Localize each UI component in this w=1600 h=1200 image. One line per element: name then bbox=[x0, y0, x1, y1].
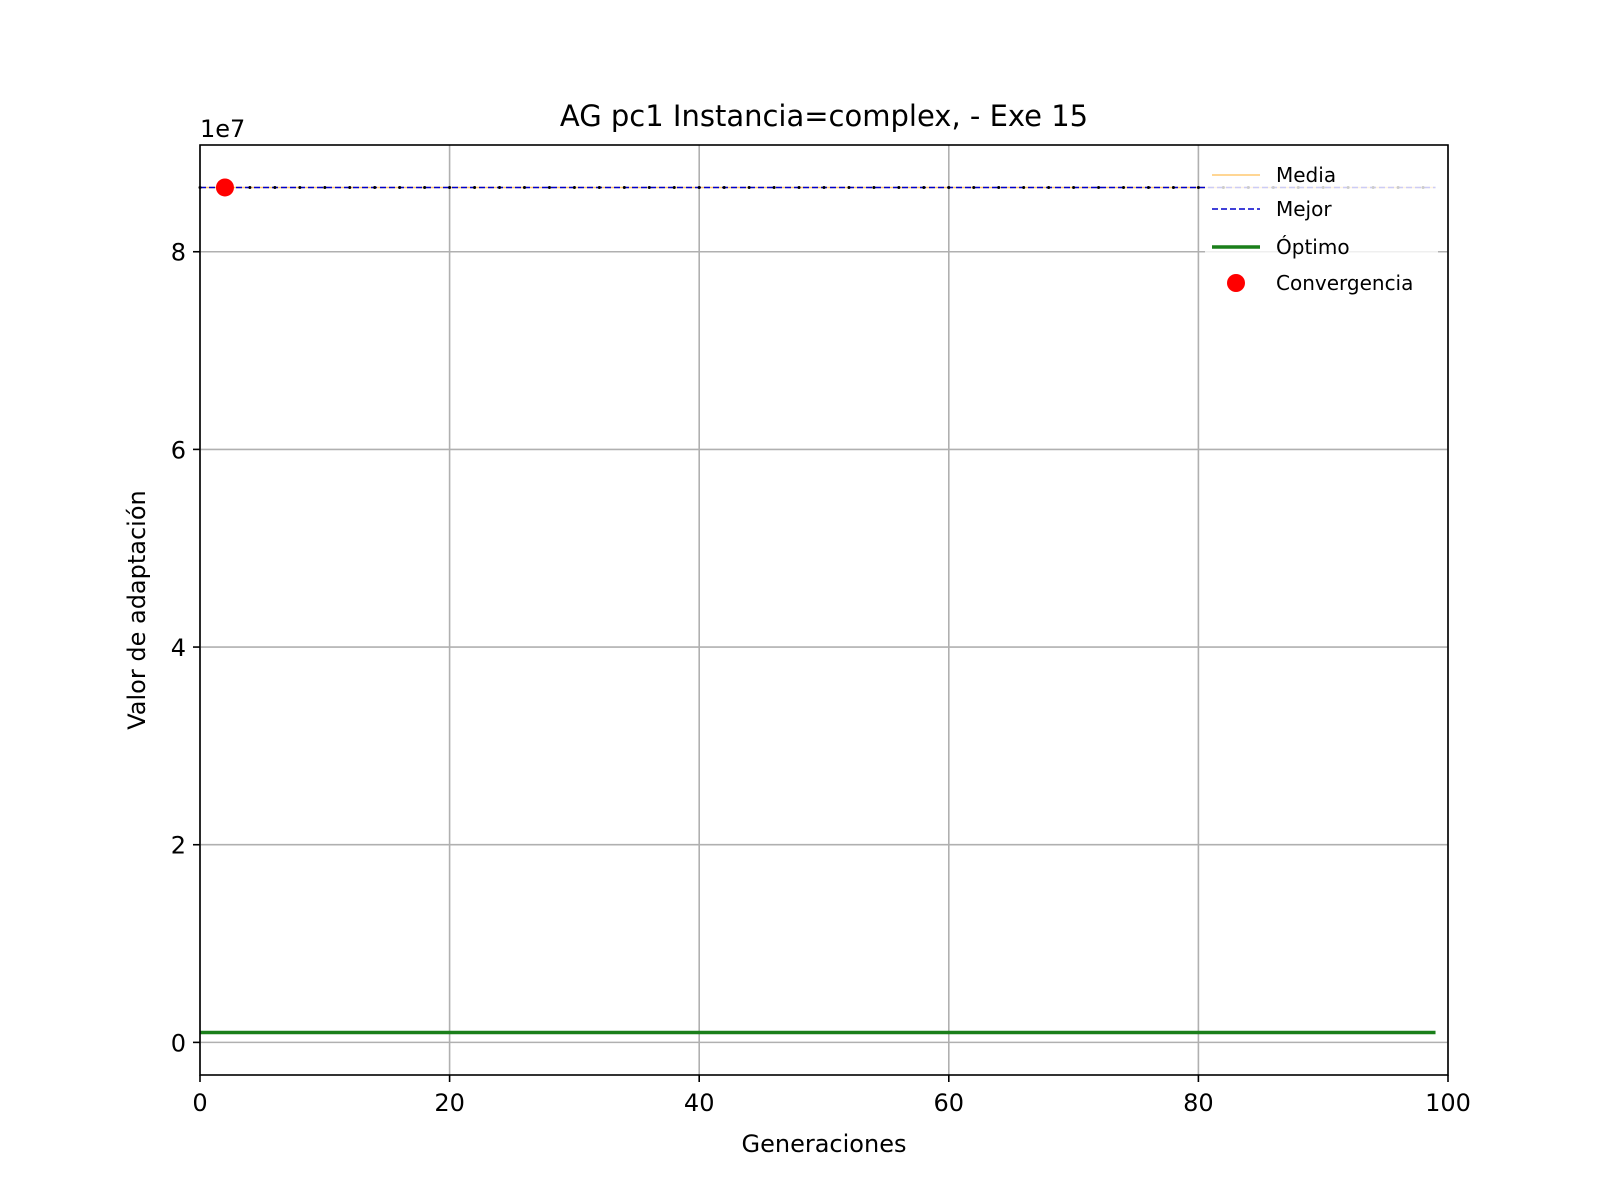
series-point-mejor bbox=[1171, 185, 1175, 189]
convergence-point bbox=[215, 178, 234, 197]
chart-title: AG pc1 Instancia=complex, - Exe 15 bbox=[560, 99, 1088, 133]
y-tick-label: 2 bbox=[171, 832, 186, 860]
y-tick-label: 4 bbox=[171, 634, 186, 662]
series-point-mejor bbox=[822, 185, 826, 189]
series-point-mejor bbox=[972, 185, 976, 189]
y-axis-label: Valor de adaptación bbox=[123, 490, 151, 730]
x-tick-label: 0 bbox=[192, 1089, 207, 1117]
legend-label: Convergencia bbox=[1276, 271, 1413, 295]
series-point-mejor bbox=[597, 185, 601, 189]
legend-label: Media bbox=[1276, 163, 1336, 187]
y-axis-offset-label: 1e7 bbox=[200, 115, 245, 143]
series-point-mejor bbox=[697, 185, 701, 189]
series-point-mejor bbox=[1022, 185, 1026, 189]
series-point-mejor bbox=[323, 185, 327, 189]
legend-box bbox=[1205, 155, 1438, 300]
series-point-mejor bbox=[273, 185, 277, 189]
x-tick-label: 100 bbox=[1425, 1089, 1471, 1117]
series-point-mejor bbox=[448, 185, 452, 189]
y-tick-label: 8 bbox=[171, 239, 186, 267]
series-point-mejor bbox=[248, 185, 252, 189]
series-point-mejor bbox=[473, 185, 477, 189]
series-point-mejor bbox=[722, 185, 726, 189]
series-point-mejor bbox=[1047, 185, 1051, 189]
series-point-mejor bbox=[672, 185, 676, 189]
series-point-mejor bbox=[522, 185, 526, 189]
series-point-mejor bbox=[1122, 185, 1126, 189]
series-point-mejor bbox=[747, 185, 751, 189]
legend: Media Mejor Óptimo Convergencia bbox=[1205, 155, 1438, 300]
series-point-mejor bbox=[547, 185, 551, 189]
series-point-mejor bbox=[423, 185, 427, 189]
x-tick-label: 40 bbox=[684, 1089, 715, 1117]
x-tick-label: 20 bbox=[434, 1089, 465, 1117]
series-point-mejor bbox=[1146, 185, 1150, 189]
x-tick-label: 80 bbox=[1183, 1089, 1214, 1117]
series-point-mejor bbox=[1196, 185, 1200, 189]
series-point-mejor bbox=[622, 185, 626, 189]
series-point-mejor bbox=[1097, 185, 1101, 189]
y-tick-label: 0 bbox=[171, 1029, 186, 1057]
x-tick-label: 60 bbox=[934, 1089, 965, 1117]
series-point-mejor bbox=[797, 185, 801, 189]
legend-items: Media Mejor Óptimo Convergencia bbox=[1212, 163, 1413, 295]
series-point-mejor bbox=[298, 185, 302, 189]
series-point-mejor bbox=[897, 185, 901, 189]
series-point-mejor bbox=[348, 185, 352, 189]
series-point-mejor bbox=[498, 185, 502, 189]
y-tick-label: 6 bbox=[171, 436, 186, 464]
series-point-mejor bbox=[373, 185, 377, 189]
axis-ticks: 0 20 40 60 80 100 0 2 4 6 8 bbox=[171, 239, 1471, 1117]
series-point-mejor bbox=[947, 185, 951, 189]
legend-label: Mejor bbox=[1276, 197, 1332, 221]
legend-label: Óptimo bbox=[1276, 235, 1350, 259]
series-point-mejor bbox=[647, 185, 651, 189]
legend-swatch-convergencia bbox=[1227, 274, 1245, 292]
series-point-mejor bbox=[847, 185, 851, 189]
series-point-mejor bbox=[922, 185, 926, 189]
series-point-mejor bbox=[872, 185, 876, 189]
series-point-mejor bbox=[1072, 185, 1076, 189]
x-axis-label: Generaciones bbox=[742, 1130, 907, 1158]
series-point-mejor bbox=[997, 185, 1001, 189]
series-point-mejor bbox=[772, 185, 776, 189]
plot-frame bbox=[199, 144, 1449, 1076]
series-point-mejor bbox=[572, 185, 576, 189]
series-point-mejor bbox=[398, 185, 402, 189]
